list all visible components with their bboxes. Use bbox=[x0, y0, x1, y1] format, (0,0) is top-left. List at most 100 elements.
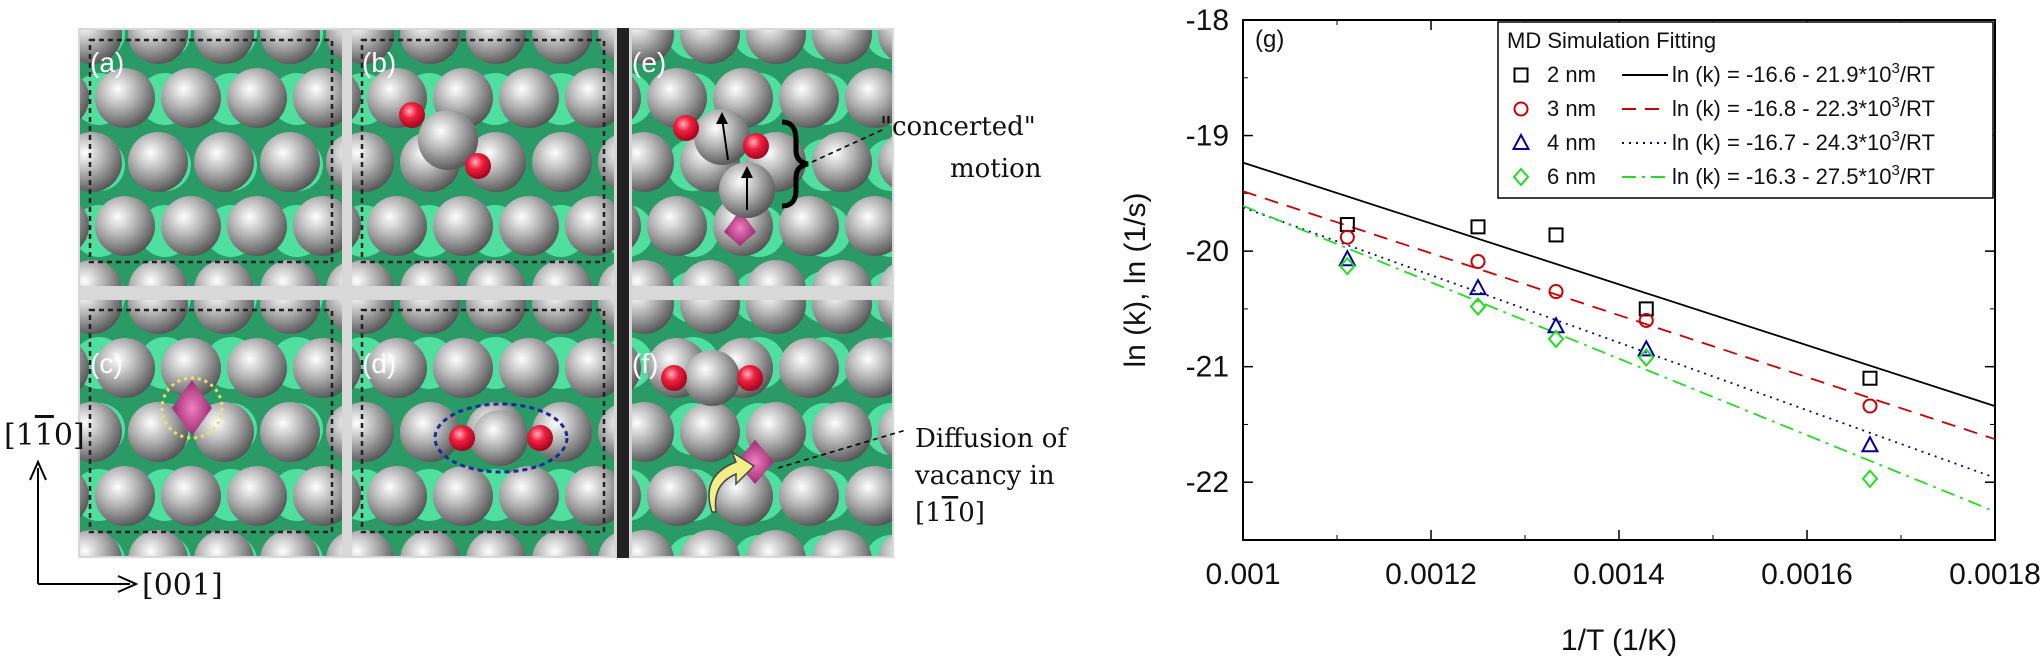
surface-atom bbox=[0, 260, 56, 320]
surface-atom bbox=[565, 466, 614, 526]
arrhenius-chart: -18-19-20-21-22 0.001 0.0012 0.0014 0.0016 0… bbox=[1119, 4, 2041, 657]
surface-atom bbox=[499, 594, 559, 654]
surface-atom bbox=[499, 466, 559, 526]
surface-atom bbox=[581, 594, 641, 654]
surface-atom bbox=[293, 338, 342, 398]
motion-label: motion bbox=[950, 154, 1042, 184]
surface-atom bbox=[598, 135, 614, 189]
surface-atom bbox=[779, 338, 839, 398]
surface-atom bbox=[598, 30, 614, 61]
data-point-2nm bbox=[1470, 219, 1486, 235]
surface-atom bbox=[433, 196, 493, 256]
fit-line-4nm bbox=[1242, 206, 1996, 479]
surface-atom bbox=[598, 300, 614, 331]
surface-atom bbox=[812, 30, 872, 64]
surface-atom bbox=[227, 594, 287, 654]
axis-horizontal-label: [001] bbox=[142, 568, 223, 603]
surface-atom bbox=[845, 196, 892, 256]
motion-arrow bbox=[721, 117, 729, 161]
surface-atom bbox=[598, 533, 614, 556]
surface-atom bbox=[29, 594, 89, 654]
vacancy bbox=[724, 210, 756, 246]
surface-atom bbox=[647, 466, 707, 526]
surface-atom bbox=[680, 260, 740, 286]
surface-atom bbox=[647, 196, 707, 256]
surface-atom bbox=[433, 594, 493, 654]
y-axis-label: ln (k), ln (1/s) bbox=[1119, 192, 1152, 367]
data-point-2nm bbox=[1548, 227, 1564, 243]
surface-atom bbox=[128, 260, 188, 286]
surface-atom bbox=[532, 260, 592, 286]
surface-atom bbox=[260, 30, 320, 64]
surface-atom bbox=[878, 300, 892, 330]
surface-atom bbox=[878, 30, 892, 60]
oxygen-atom bbox=[465, 153, 491, 179]
surface-atom bbox=[466, 530, 526, 556]
surface-atom bbox=[647, 594, 707, 654]
chart-panel-label: (g) bbox=[1255, 26, 1284, 53]
surface-atom bbox=[367, 466, 427, 526]
surface-atom bbox=[161, 466, 221, 526]
atomic-snapshots bbox=[0, 28, 1037, 654]
panel-label-f: (f) bbox=[632, 348, 658, 379]
surface-atom bbox=[532, 300, 592, 334]
surface-atom bbox=[812, 132, 872, 192]
oxygen-atom bbox=[673, 115, 699, 141]
surface-atom bbox=[128, 402, 188, 462]
surface-atom bbox=[194, 132, 254, 192]
y-tick-label: -18 bbox=[1186, 4, 1229, 37]
data-point-6nm bbox=[1339, 256, 1356, 276]
surface-atom bbox=[400, 300, 460, 334]
surface-atom bbox=[352, 530, 394, 556]
surface-atom bbox=[632, 260, 674, 286]
data-point-3nm bbox=[1339, 229, 1355, 245]
diffusion-label-2: vacancy in bbox=[914, 461, 1055, 491]
data-point-4nm bbox=[1637, 339, 1656, 357]
surface-atom bbox=[352, 76, 361, 120]
surface-atom bbox=[565, 68, 614, 128]
surface-atom bbox=[367, 594, 427, 654]
surface-atom bbox=[977, 324, 1037, 384]
legend-series-name: 4 nm bbox=[1547, 130, 1596, 155]
data-point-3nm bbox=[1470, 254, 1486, 270]
surface-atom bbox=[227, 466, 287, 526]
surface-atom bbox=[598, 405, 614, 459]
surface-atom bbox=[260, 260, 320, 286]
x-tick-label: 0.001 bbox=[1205, 558, 1280, 591]
data-point-2nm bbox=[1862, 370, 1878, 386]
surface-atom bbox=[0, 274, 56, 334]
surface-atom bbox=[911, 324, 971, 384]
surface-atom bbox=[194, 530, 254, 556]
legend-series-name: 6 nm bbox=[1547, 164, 1596, 189]
y-tick-label: -20 bbox=[1186, 235, 1229, 268]
direction-axes bbox=[29, 459, 139, 593]
panel-label-b: (b) bbox=[362, 47, 396, 78]
fit-lines bbox=[1242, 161, 1996, 513]
surface-atom bbox=[944, 274, 1004, 334]
surface-atom bbox=[812, 260, 872, 286]
surface-atom bbox=[326, 135, 342, 189]
data-point-3nm bbox=[1862, 398, 1878, 414]
legend: MD Simulation Fitting 2 nm ln (k) = -16.6… bbox=[1497, 21, 1994, 199]
surface-atom bbox=[293, 466, 342, 526]
surface-atom bbox=[80, 76, 89, 120]
panel-label-a: (a) bbox=[90, 47, 124, 78]
surface-atom bbox=[466, 300, 526, 334]
surface-atom bbox=[746, 30, 806, 64]
oxygen-atom bbox=[399, 102, 425, 128]
surface-atom bbox=[499, 338, 559, 398]
surface-atom bbox=[632, 346, 641, 390]
surface-atom bbox=[352, 204, 361, 248]
panel-label-c: (c) bbox=[90, 348, 123, 379]
surface-atom bbox=[845, 338, 892, 398]
data-point-6nm bbox=[1547, 329, 1565, 349]
data-point-6nm bbox=[1861, 469, 1879, 489]
surface-atom bbox=[326, 263, 342, 286]
vacancy-highlight bbox=[160, 376, 224, 440]
legend-marker bbox=[1513, 67, 1529, 83]
data-point-3nm bbox=[1638, 312, 1654, 328]
x-ticks: 0.001 0.0012 0.0014 0.0016 0.0018 bbox=[1205, 20, 2041, 591]
surface-atom bbox=[779, 68, 839, 128]
surface-atom bbox=[845, 594, 905, 654]
